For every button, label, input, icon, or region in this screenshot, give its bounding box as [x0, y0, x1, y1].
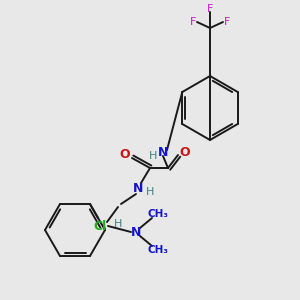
- Text: CH₃: CH₃: [148, 245, 169, 255]
- Text: O: O: [180, 146, 190, 158]
- Text: N: N: [158, 146, 168, 158]
- Text: N: N: [133, 182, 143, 194]
- Text: H: H: [146, 187, 154, 197]
- Text: CH₃: CH₃: [148, 209, 169, 219]
- Text: H: H: [114, 219, 122, 229]
- Text: N: N: [131, 226, 141, 238]
- Text: Cl: Cl: [93, 220, 106, 232]
- Text: F: F: [224, 17, 230, 27]
- Text: F: F: [207, 4, 213, 14]
- Text: O: O: [120, 148, 130, 161]
- Text: H: H: [149, 151, 157, 161]
- Text: F: F: [190, 17, 196, 27]
